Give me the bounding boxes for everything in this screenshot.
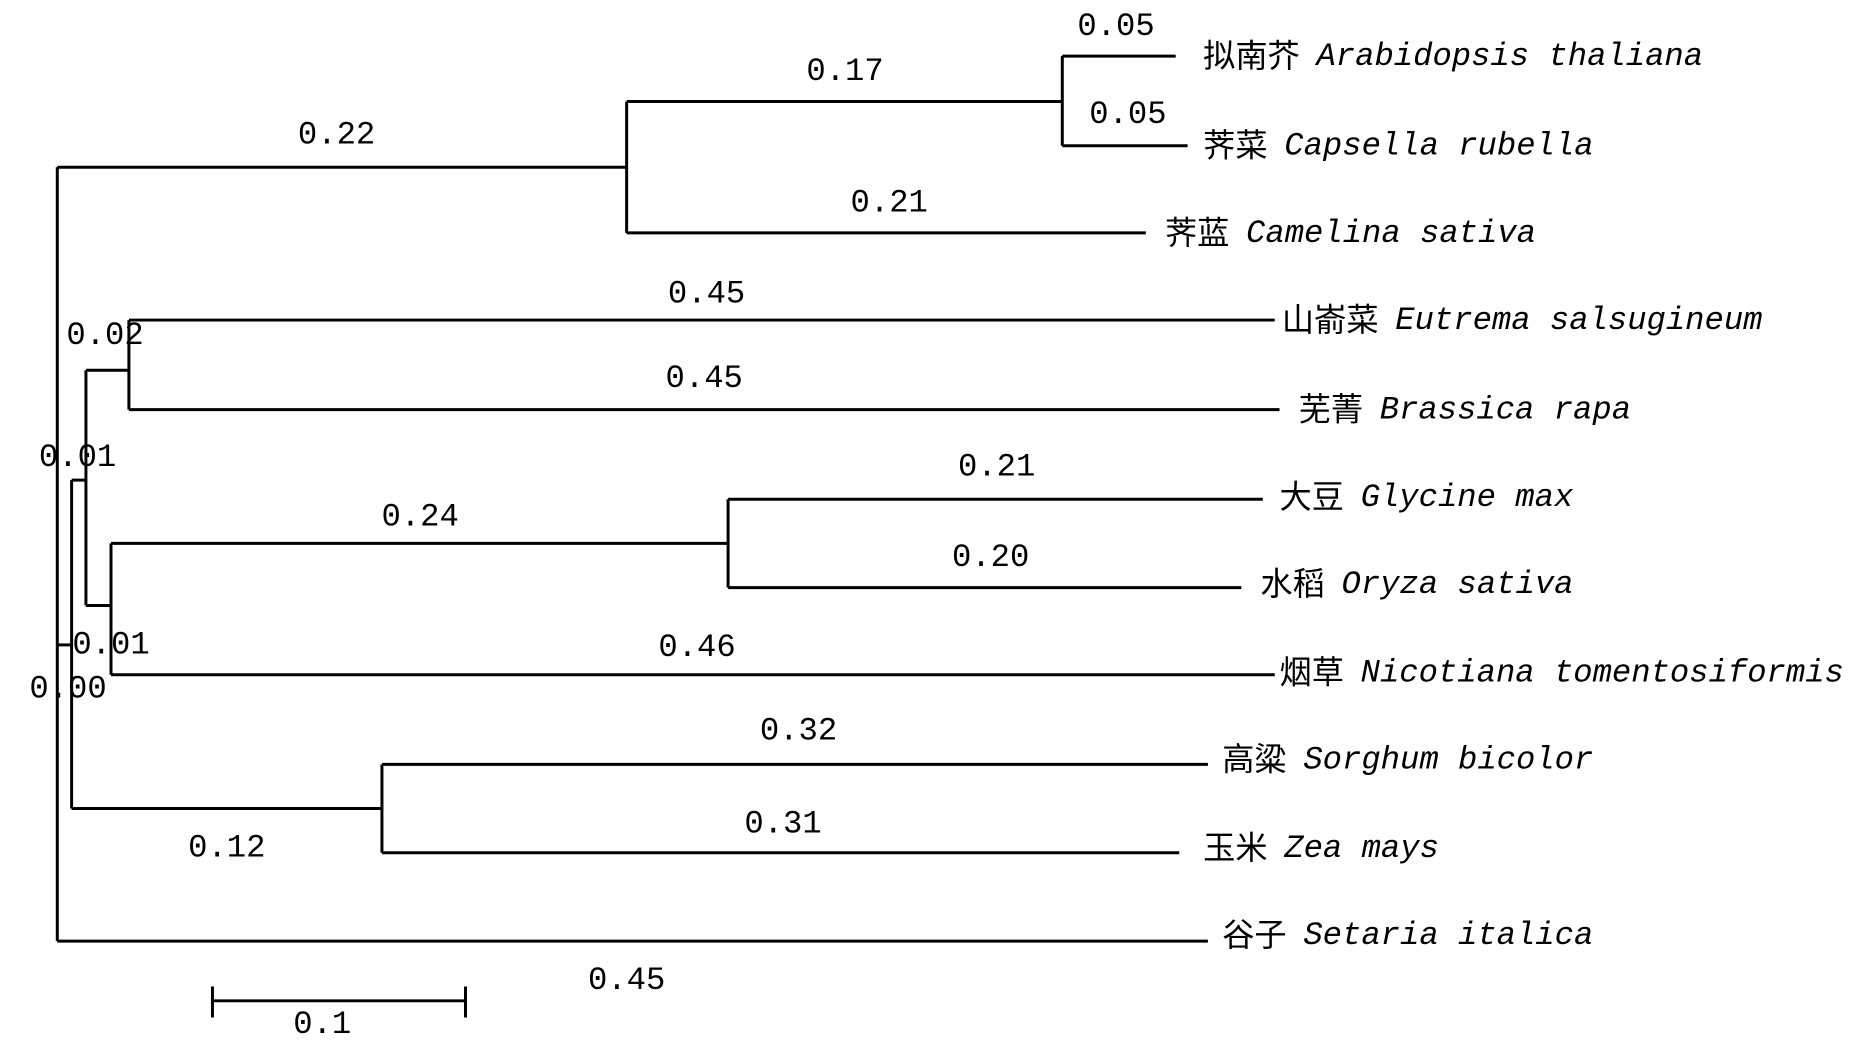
branch-length-label: 0.17 [806, 53, 883, 90]
taxon-latin-name: Setaria italica [1303, 917, 1593, 954]
taxon-label: 山嵛菜 Eutrema salsugineum [1282, 301, 1763, 339]
taxon-chinese-name: 拟南芥 [1203, 37, 1300, 75]
taxon-chinese-name: 大豆 [1280, 478, 1344, 516]
taxon-label: 荠菜 Capsella rubella [1203, 127, 1593, 165]
taxon-label: 拟南芥 Arabidopsis thaliana [1203, 37, 1703, 75]
branch-length-label: 0.45 [668, 275, 745, 312]
taxon-chinese-name: 芜菁 [1299, 391, 1363, 429]
taxon-label: 荠蓝 Camelina sativa [1165, 214, 1536, 252]
branch-length-label: 0.01 [39, 439, 116, 476]
taxon-latin-name: Capsella rubella [1284, 127, 1593, 164]
branch-length-label: 0.12 [188, 829, 265, 866]
branch-length-label: 0.01 [72, 626, 149, 663]
taxon-label: 烟草 Nicotiana tomentosiformis [1280, 653, 1844, 691]
taxon-latin-name: Zea mays [1283, 829, 1439, 866]
taxon-label: 谷子 Setaria italica [1222, 916, 1593, 954]
branch-length-label: 0.00 [29, 671, 106, 708]
branch-length-label: 0.22 [298, 116, 375, 153]
taxon-latin-name: Eutrema salsugineum [1395, 302, 1762, 339]
tree-branches [55, 54, 1280, 943]
taxon-chinese-name: 山嵛菜 [1282, 301, 1379, 339]
branch-length-label: 0.46 [658, 629, 735, 666]
taxon-label: 大豆 Glycine max [1280, 478, 1574, 516]
taxon-chinese-name: 谷子 [1222, 916, 1286, 954]
scale-bar-line [210, 986, 467, 1018]
taxon-label: 芜菁 Brassica rapa [1299, 391, 1631, 429]
branch-length-label: 0.21 [851, 185, 928, 222]
branch-length-label: 0.02 [66, 317, 143, 354]
branch-length-label: 0.45 [588, 962, 665, 999]
taxon-latin-name: Nicotiana tomentosiformis [1361, 654, 1844, 691]
branch-length-label: 0.31 [744, 806, 821, 843]
branch-length-label: 0.32 [760, 712, 837, 749]
taxon-latin-name: Glycine max [1361, 478, 1574, 515]
scale-bar: 0.1 [210, 986, 467, 1043]
branch-length-labels: 0.05 0.17 0.05 0.22 0.21 0.45 0.02 0.45 0.01 0.21… [29, 8, 1166, 999]
scale-bar-label: 0.1 [293, 1006, 351, 1043]
taxon-chinese-name: 荠菜 [1203, 127, 1267, 165]
taxon-chinese-name: 烟草 [1280, 653, 1344, 691]
taxon-chinese-name: 水稻 [1260, 565, 1324, 603]
branch-length-label: 0.20 [952, 539, 1029, 576]
taxon-latin-name: Arabidopsis thaliana [1314, 38, 1703, 75]
taxon-latin-name: Sorghum bicolor [1303, 741, 1593, 778]
branch-length-label: 0.05 [1089, 96, 1166, 133]
branch-length-label: 0.45 [666, 360, 743, 397]
taxon-labels: 拟南芥 Arabidopsis thaliana 荠菜 Capsella rubell… [1165, 37, 1844, 954]
taxon-chinese-name: 玉米 [1203, 829, 1267, 867]
taxon-chinese-name: 荠蓝 [1165, 214, 1229, 252]
taxon-label: 水稻 Oryza sativa [1260, 565, 1573, 603]
taxon-latin-name: Brassica rapa [1380, 391, 1631, 428]
branch-length-label: 0.21 [958, 448, 1035, 485]
taxon-label: 高粱 Sorghum bicolor [1222, 741, 1593, 779]
taxon-latin-name: Camelina sativa [1246, 214, 1536, 251]
taxon-chinese-name: 高粱 [1222, 741, 1286, 779]
taxon-label: 玉米 Zea mays [1203, 829, 1439, 867]
taxon-latin-name: Oryza sativa [1342, 566, 1574, 603]
branch-length-label: 0.05 [1077, 8, 1154, 45]
branch-length-label: 0.24 [381, 499, 458, 536]
